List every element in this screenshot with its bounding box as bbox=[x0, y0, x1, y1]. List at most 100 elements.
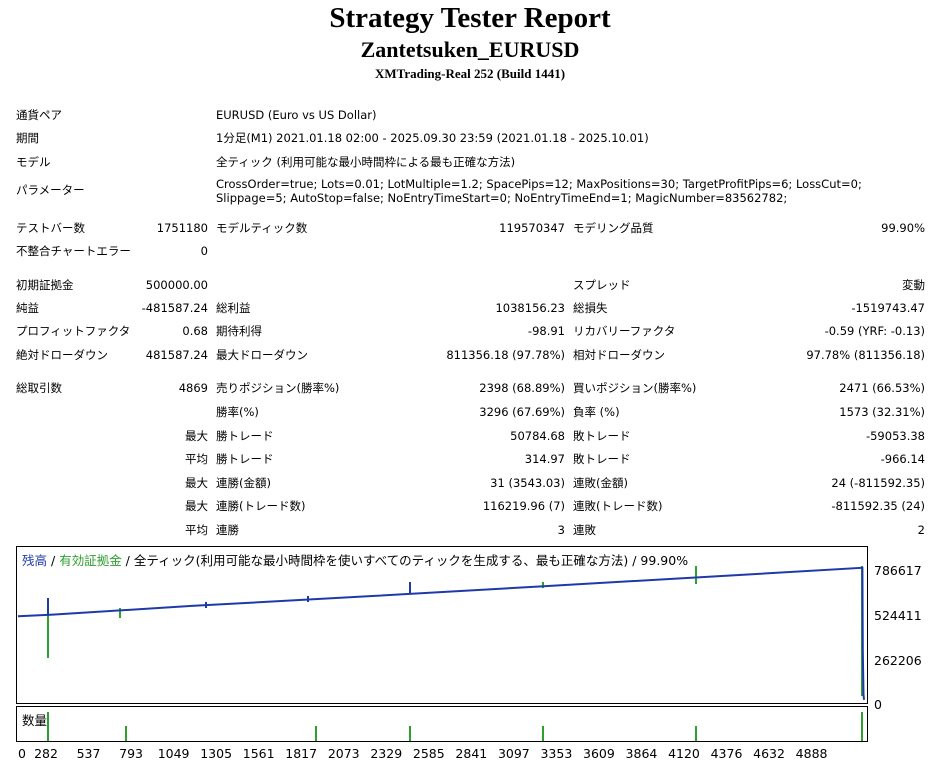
volume-chart bbox=[16, 706, 868, 742]
consec-loss-cnt-label: 連敗(トレード数) bbox=[573, 499, 663, 513]
legend-rest: 全ティック(利用可能な最小時間枠を使いすべてのティックを生成する、最も正確な方法… bbox=[133, 553, 689, 568]
total-trades-label: 総取引数 bbox=[16, 381, 62, 395]
balance-chart bbox=[16, 546, 868, 704]
pf-value: 0.68 bbox=[182, 324, 208, 338]
pair-label: 通貨ペア bbox=[16, 108, 62, 122]
x-tick-label: 1049 bbox=[157, 746, 190, 761]
chart-frame bbox=[16, 546, 868, 704]
x-tick-label: 4632 bbox=[753, 746, 785, 761]
max-loss-value: -59053.38 bbox=[865, 429, 925, 443]
spread-value: 変動 bbox=[902, 278, 925, 292]
x-tick-label: 0 bbox=[18, 746, 26, 761]
bars-label: テストバー数 bbox=[16, 221, 85, 235]
consec-win-amt-value: 31 (3543.03) bbox=[490, 476, 565, 490]
short-label: 売りポジション(勝率%) bbox=[216, 381, 340, 395]
param-label: パラメーター bbox=[16, 183, 85, 197]
legend-sep-1: / bbox=[47, 553, 60, 568]
x-tick-label: 2585 bbox=[412, 746, 445, 761]
consec-win-cnt-value: 116219.96 (7) bbox=[482, 499, 565, 513]
total-trades-value: 4869 bbox=[178, 381, 208, 395]
max-label-1: 最大 bbox=[185, 429, 208, 443]
recovery-label: リカバリーファクタ bbox=[573, 324, 676, 338]
quality-value: 99.90% bbox=[881, 221, 925, 235]
ea-name: Zantetsuken_EURUSD bbox=[360, 37, 580, 62]
max-loss-label: 敗トレード bbox=[573, 429, 631, 443]
y-tick-label: 786617 bbox=[874, 563, 922, 578]
legend-balance: 残高 bbox=[22, 553, 48, 568]
period-value: 1分足(M1) 2021.01.18 02:00 - 2025.09.30 23… bbox=[216, 131, 649, 145]
model-value: 全ティック (利用可能な最小時間枠による最も正確な方法) bbox=[216, 155, 516, 169]
y-tick-label: 262206 bbox=[874, 653, 922, 668]
max-win-label: 勝トレード bbox=[216, 429, 274, 443]
expected-label: 期待利得 bbox=[216, 324, 262, 338]
ticks-value: 119570347 bbox=[499, 221, 565, 235]
win-rate-label: 勝率(%) bbox=[216, 405, 259, 419]
x-tick-label: 537 bbox=[76, 746, 101, 761]
abs-dd-value: 481587.24 bbox=[145, 348, 208, 362]
avg-label-2: 平均 bbox=[185, 523, 208, 537]
avg-win-label: 勝トレード bbox=[216, 452, 274, 466]
max-win-value: 50784.68 bbox=[510, 429, 565, 443]
gross-profit-label: 総利益 bbox=[216, 301, 251, 315]
x-tick-label: 4376 bbox=[710, 746, 743, 761]
server-info: XMTrading-Real 252 (Build 1441) bbox=[374, 66, 566, 81]
x-tick-label: 2841 bbox=[455, 746, 488, 761]
max-label-2: 最大 bbox=[185, 476, 208, 490]
param-value: CrossOrder=true; Lots=0.01; LotMultiple=… bbox=[216, 177, 862, 205]
gross-loss-label: 総損失 bbox=[573, 301, 608, 315]
short-value: 2398 (68.89%) bbox=[479, 381, 565, 395]
balance-line bbox=[17, 566, 865, 700]
consec-loss-amt-label: 連敗(金額) bbox=[573, 476, 628, 490]
max-dd-value: 811356.18 (97.78%) bbox=[446, 348, 565, 362]
deposit-value: 500000.00 bbox=[145, 278, 208, 292]
y-tick-label: 524411 bbox=[874, 608, 922, 623]
legend-sep-2: / bbox=[121, 553, 134, 568]
report-title: Strategy Tester Report bbox=[329, 2, 611, 34]
model-label: モデル bbox=[16, 155, 51, 169]
x-tick-label: 793 bbox=[119, 746, 143, 761]
rel-dd-value: 97.78% (811356.18) bbox=[806, 348, 925, 362]
consec-loss-amt-value: 24 (-811592.35) bbox=[831, 476, 925, 490]
period-label: 期間 bbox=[16, 131, 39, 145]
net-label: 純益 bbox=[16, 301, 39, 315]
pair-value: EURUSD (Euro vs US Dollar) bbox=[216, 108, 377, 122]
net-value: -481587.24 bbox=[141, 301, 208, 315]
long-label: 買いポジション(勝率%) bbox=[573, 381, 697, 395]
x-tick-label: 4120 bbox=[668, 746, 700, 761]
win-rate-value: 3296 (67.69%) bbox=[479, 405, 565, 419]
long-value: 2471 (66.53%) bbox=[839, 381, 925, 395]
legend-equity: 有効証拠金 bbox=[59, 553, 122, 568]
mismatch-label: 不整合チャートエラー bbox=[16, 244, 131, 258]
rel-dd-label: 相対ドローダウン bbox=[573, 348, 665, 362]
bars-value: 1751180 bbox=[156, 221, 208, 235]
x-tick-label: 3609 bbox=[583, 746, 615, 761]
loss-rate-label: 負率 (%) bbox=[573, 405, 620, 419]
recovery-value: -0.59 (YRF: -0.13) bbox=[824, 324, 925, 338]
x-tick-label: 1305 bbox=[200, 746, 233, 761]
x-tick-label: 3864 bbox=[625, 746, 658, 761]
deposit-label: 初期証拠金 bbox=[16, 278, 74, 292]
abs-dd-label: 絶対ドローダウン bbox=[16, 348, 108, 362]
avg-consec-win-label: 連勝 bbox=[216, 523, 239, 537]
x-tick-label: 3097 bbox=[497, 746, 530, 761]
ticks-label: モデルティック数 bbox=[216, 221, 308, 235]
max-dd-label: 最大ドローダウン bbox=[216, 348, 308, 362]
consec-win-cnt-label: 連勝(トレード数) bbox=[216, 499, 306, 513]
avg-label-1: 平均 bbox=[185, 452, 208, 466]
mismatch-value: 0 bbox=[200, 244, 208, 258]
avg-win-value: 314.97 bbox=[524, 452, 565, 466]
x-tick-label: 4888 bbox=[795, 746, 828, 761]
expected-value: -98.91 bbox=[527, 324, 565, 338]
avg-consec-loss-value: 2 bbox=[917, 523, 925, 537]
x-tick-label: 2073 bbox=[327, 746, 360, 761]
pf-label: プロフィットファクタ bbox=[16, 324, 131, 338]
avg-consec-win-value: 3 bbox=[557, 523, 565, 537]
loss-rate-value: 1573 (32.31%) bbox=[839, 405, 925, 419]
avg-loss-value: -966.14 bbox=[880, 452, 925, 466]
x-tick-label: 2329 bbox=[370, 746, 403, 761]
chart-legend: 残高 / 有効証拠金 / 全ティック(利用可能な最小時間枠を使いすべてのティック… bbox=[22, 550, 688, 569]
consec-loss-cnt-value: -811592.35 (24) bbox=[831, 499, 925, 513]
consec-win-amt-label: 連勝(金額) bbox=[216, 476, 271, 490]
max-label-3: 最大 bbox=[185, 499, 208, 513]
volume-frame bbox=[16, 706, 868, 742]
